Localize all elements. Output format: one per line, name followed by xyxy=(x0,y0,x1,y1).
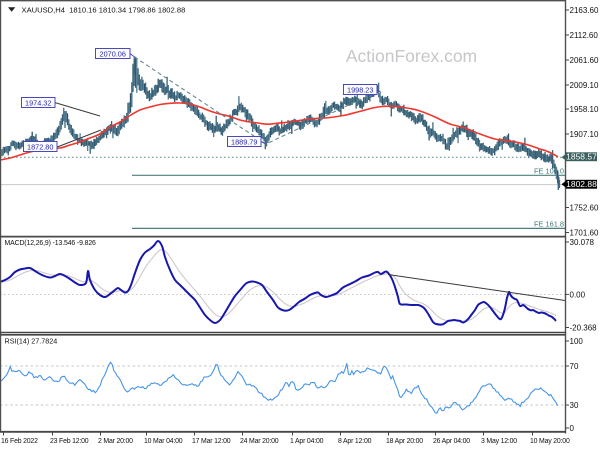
svg-text:-20.368: -20.368 xyxy=(570,324,598,333)
svg-text:100: 100 xyxy=(570,337,584,346)
svg-text:2009.10: 2009.10 xyxy=(570,81,599,90)
svg-text:26 Apr 04:00: 26 Apr 04:00 xyxy=(433,438,470,445)
svg-text:8 Apr 12:00: 8 Apr 12:00 xyxy=(338,438,372,445)
svg-text:XAUUSD,H4 1810.16 1810.34 179: XAUUSD,H4 1810.16 1810.34 1798.86 1802.8… xyxy=(22,6,186,15)
svg-text:1858.57: 1858.57 xyxy=(566,152,597,162)
svg-text:1802.88: 1802.88 xyxy=(566,179,597,189)
svg-text:18 Apr 20:00: 18 Apr 20:00 xyxy=(386,438,423,445)
svg-text:RSI(14) 27.7824: RSI(14) 27.7824 xyxy=(5,337,58,346)
svg-text:1752.60: 1752.60 xyxy=(570,204,599,213)
svg-text:70: 70 xyxy=(570,362,579,371)
svg-text:ActionForex.com: ActionForex.com xyxy=(346,46,477,66)
svg-text:1889.79: 1889.79 xyxy=(231,137,257,146)
svg-text:2163.60: 2163.60 xyxy=(570,6,599,15)
svg-text:24 Mar 20:00: 24 Mar 20:00 xyxy=(240,438,279,445)
svg-text:1958.10: 1958.10 xyxy=(570,105,599,114)
svg-text:30.078: 30.078 xyxy=(570,238,595,247)
svg-text:1701.60: 1701.60 xyxy=(570,229,599,238)
svg-text:23 Feb 12:00: 23 Feb 12:00 xyxy=(50,438,89,445)
svg-text:10 Mar 04:00: 10 Mar 04:00 xyxy=(144,438,183,445)
svg-text:MACD(12,26,9) -13.546 -9.826: MACD(12,26,9) -13.546 -9.826 xyxy=(5,240,97,247)
svg-text:2070.06: 2070.06 xyxy=(100,49,126,58)
svg-text:10 May 20:00: 10 May 20:00 xyxy=(530,438,570,445)
svg-text:16 Feb 2022: 16 Feb 2022 xyxy=(1,438,38,445)
svg-text:1974.32: 1974.32 xyxy=(25,98,51,107)
svg-text:1998.23: 1998.23 xyxy=(347,85,373,94)
svg-text:2 Mar 20:00: 2 Mar 20:00 xyxy=(98,438,133,445)
svg-text:0: 0 xyxy=(570,424,575,433)
svg-text:17 Mar 12:00: 17 Mar 12:00 xyxy=(192,438,231,445)
svg-text:FE 100.0: FE 100.0 xyxy=(534,167,564,176)
svg-text:2112.60: 2112.60 xyxy=(570,31,599,40)
svg-text:1872.80: 1872.80 xyxy=(27,142,53,151)
svg-text:2061.60: 2061.60 xyxy=(570,56,599,65)
svg-text:3 May 12:00: 3 May 12:00 xyxy=(481,438,517,445)
svg-text:1907.10: 1907.10 xyxy=(570,130,599,139)
svg-text:1 Apr 04:00: 1 Apr 04:00 xyxy=(290,438,324,445)
svg-text:30: 30 xyxy=(570,401,579,410)
svg-text:FE 161.8: FE 161.8 xyxy=(534,219,564,228)
svg-text:0.00: 0.00 xyxy=(570,290,586,299)
